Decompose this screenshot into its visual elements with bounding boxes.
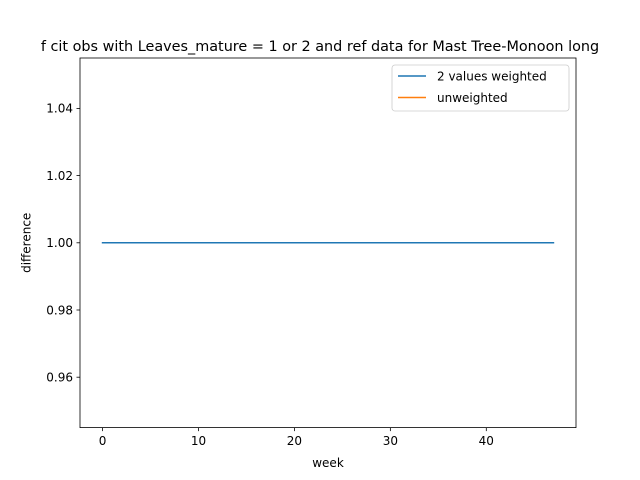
legend: 2 values weighted unweighted bbox=[391, 64, 570, 112]
x-axis-label: week bbox=[312, 456, 344, 470]
x-tick-label: 30 bbox=[383, 434, 398, 448]
y-tick-label: 1.02 bbox=[46, 169, 73, 183]
y-axis-ticks: 0.96 0.98 1.00 1.02 1.04 bbox=[46, 102, 80, 385]
legend-label-1: 2 values weighted bbox=[437, 69, 547, 83]
x-tick-label: 0 bbox=[99, 434, 107, 448]
legend-label-2: unweighted bbox=[437, 91, 508, 105]
x-axis-ticks: 0 10 20 30 40 bbox=[99, 427, 494, 448]
legend-box bbox=[391, 64, 570, 112]
y-tick-label: 1.00 bbox=[46, 236, 73, 250]
x-tick-label: 20 bbox=[287, 434, 302, 448]
legend-entries: 2 values weighted unweighted bbox=[398, 69, 547, 105]
x-tick-label: 40 bbox=[479, 434, 494, 448]
y-tick-label: 1.04 bbox=[46, 102, 73, 116]
x-tick-label: 10 bbox=[191, 434, 206, 448]
y-tick-label: 0.96 bbox=[46, 371, 73, 385]
y-tick-label: 0.98 bbox=[46, 303, 73, 317]
chart-title: f cit obs with Leaves_mature = 1 or 2 an… bbox=[41, 39, 599, 55]
y-axis-label: difference bbox=[20, 213, 34, 273]
